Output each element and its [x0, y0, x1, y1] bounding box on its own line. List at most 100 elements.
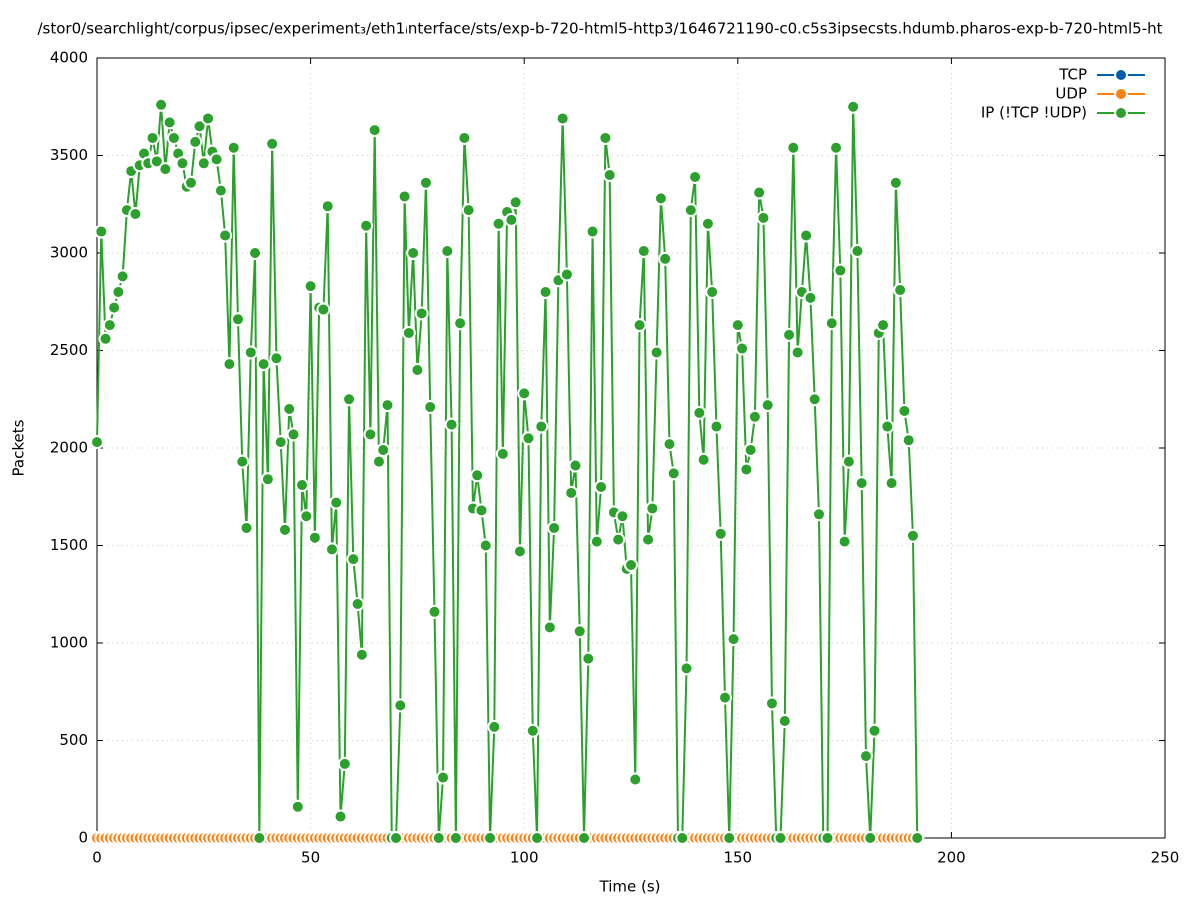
data-point [342, 392, 357, 407]
data-point [829, 140, 844, 155]
y-tick-label: 2500 [50, 341, 88, 359]
data-point [735, 341, 750, 356]
data-point [752, 185, 767, 200]
data-point [389, 831, 404, 845]
data-point [717, 690, 732, 705]
data-point [730, 318, 745, 333]
data-point [863, 831, 878, 845]
y-tick-label: 2000 [50, 439, 88, 457]
y-axis-label: Packets [10, 419, 28, 476]
x-axis-label: Time (s) [599, 878, 661, 896]
data-point [397, 189, 412, 204]
data-point [542, 620, 557, 635]
data-point [803, 290, 818, 305]
data-point [393, 698, 408, 713]
data-point [888, 175, 903, 190]
data-point [743, 442, 758, 457]
data-point [487, 719, 502, 734]
data-point [876, 318, 891, 333]
data-point [162, 115, 177, 130]
data-point [213, 183, 228, 198]
data-point [371, 454, 386, 469]
data-point [696, 452, 711, 467]
data-point [128, 207, 143, 221]
data-point [504, 212, 519, 227]
data-point [858, 749, 873, 764]
data-point [538, 285, 553, 299]
data-point [350, 597, 365, 611]
data-point [166, 130, 181, 145]
data-point [474, 503, 489, 518]
data-point [414, 306, 429, 321]
x-tick-label: 100 [510, 849, 539, 867]
data-point [679, 661, 694, 676]
data-point [269, 351, 284, 366]
data-point [316, 302, 331, 317]
data-point [324, 542, 339, 557]
data-point [555, 111, 570, 126]
data-point [299, 509, 314, 524]
data-point [645, 501, 660, 516]
data-point [149, 154, 164, 169]
legend-label: TCP [1058, 66, 1087, 84]
data-point [470, 468, 485, 483]
data-point [521, 431, 536, 446]
data-point [260, 472, 275, 487]
data-point [303, 279, 318, 294]
data-point [910, 831, 925, 845]
data-point [559, 267, 574, 282]
data-point [295, 478, 310, 493]
data-point [581, 651, 596, 666]
data-point [436, 770, 451, 785]
data-point [453, 316, 468, 331]
data-point [102, 318, 117, 333]
data-point [867, 723, 882, 738]
data-point [709, 419, 724, 434]
data-point [653, 191, 668, 206]
data-point [568, 458, 583, 473]
data-point [495, 446, 510, 461]
data-point [547, 520, 562, 535]
x-tick-label: 0 [92, 849, 102, 867]
data-point [850, 244, 865, 259]
data-point [354, 647, 369, 662]
data-point [602, 168, 617, 182]
data-point [747, 409, 762, 424]
data-point [367, 123, 382, 138]
data-point [346, 552, 361, 567]
data-point [376, 442, 391, 457]
data-point [666, 466, 681, 481]
data-point [641, 532, 656, 547]
y-tick-label: 4000 [50, 49, 88, 67]
data-point [243, 345, 258, 360]
data-point [517, 386, 532, 401]
y-tick-label: 500 [59, 731, 88, 749]
data-point [722, 831, 737, 845]
data-point [235, 454, 250, 469]
y-tick-label: 3500 [50, 146, 88, 164]
data-point [98, 331, 113, 346]
data-point [846, 99, 861, 114]
data-point [145, 130, 160, 145]
data-point [431, 831, 446, 845]
data-point [833, 263, 848, 278]
data-point [218, 228, 233, 243]
data-point [790, 345, 805, 360]
data-point [423, 400, 438, 415]
data-point [115, 269, 130, 284]
data-point [739, 462, 754, 477]
data-point [615, 509, 630, 524]
data-point [756, 210, 771, 225]
data-point [380, 398, 395, 413]
data-point [611, 532, 626, 547]
data-point [905, 528, 920, 543]
data-point [239, 520, 254, 535]
data-point [726, 632, 741, 647]
data-point [282, 402, 297, 416]
data-point [401, 325, 416, 340]
data-point [252, 831, 267, 845]
data-point [230, 312, 245, 327]
data-point [491, 216, 506, 231]
data-point [662, 437, 677, 452]
